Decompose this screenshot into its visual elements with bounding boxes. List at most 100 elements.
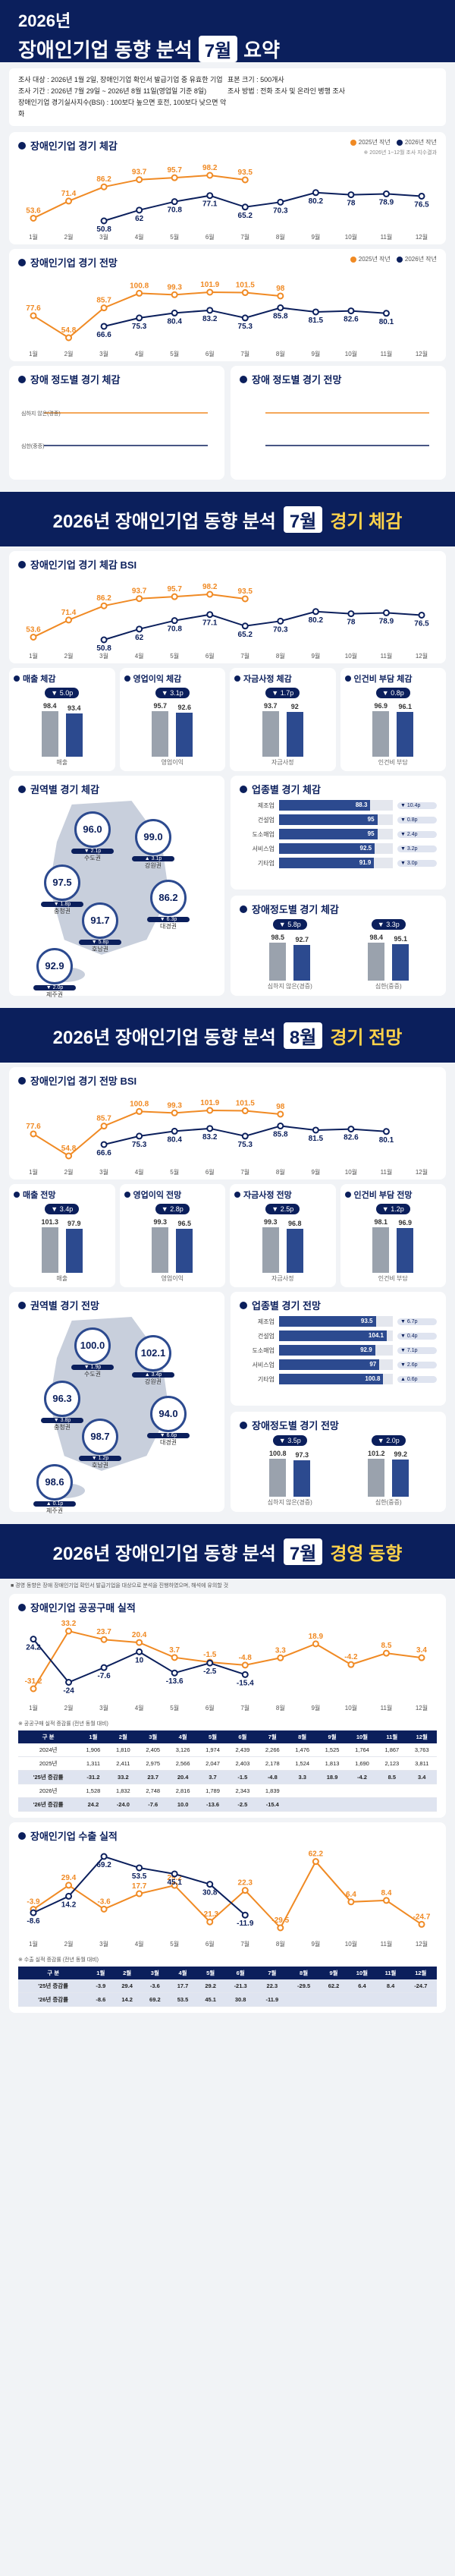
industry-label: 건설업 [257,816,275,824]
x-tick-label: 2월 [64,350,74,357]
table-cell: 1,524 [287,1756,318,1771]
month-badge: 7월 [198,36,238,62]
bullet-icon [18,1301,26,1309]
public-line-chart: 1월 2월 3월 4월 5월 6월 7월 8월 9월 10월 11월 12월 -31.2 33.2 23.7… [25,1620,428,1712]
region-value: 98.6 [36,1464,73,1501]
industry-bar: 91.9 [279,858,375,868]
x-tick-label: 3월 [99,1940,108,1948]
table-cell: -24.0 [108,1797,139,1812]
x-tick-label: 8월 [276,1940,285,1948]
bullet-icon [14,675,20,682]
data-point [277,1654,284,1661]
bar-value: 101.2 [367,1450,385,1457]
table-cell: 1,789 [197,1784,228,1798]
data-point [241,595,249,603]
cur-bar: 92.7 [293,936,311,981]
region-change: ▼ 1.9p [71,1365,114,1370]
industry-row: 건설업 104.1 ▼ 0.4p [240,1331,437,1341]
change-pill: ▼ 2.0p [371,1435,406,1446]
table-cell: 3.7 [197,1770,228,1784]
x-tick-label: 1월 [29,652,38,660]
table-row: '25년 증감률 -31.2 33.2 23.7 20.4 3.7 -1.5 -4.8 3.3 1… [18,1770,437,1784]
industry-row: 도소매업 92.9 ▼ 7.1p [240,1345,437,1356]
exp-region-grid: 권역별 경기 체감 96.0 ▼ 2.1p 수도권 99.0 ▲ 3.1p 강원권… [9,776,446,998]
data-point [136,206,143,214]
degree-exp-card: 장애 정도별 경기 체감 심하지 않은(경증) 심한(중증) [9,366,224,480]
cur-bar: 97.3 [293,1451,311,1497]
data-point [171,593,178,600]
bullet-icon [344,1192,351,1198]
bullet-icon [240,785,247,793]
data-point [382,1649,390,1657]
bullet-icon [18,560,26,568]
table-cell [377,1797,407,1812]
x-tick-label: 11월 [381,350,393,357]
x-tick-label: 10월 [345,652,357,660]
data-label: 18.9 [309,1633,324,1641]
korea-map: 96.0 ▼ 2.1p 수도권 99.0 ▲ 3.1p 강원권 97.5 ▼ 1.8… [18,796,215,998]
data-point [100,1636,108,1643]
data-point [136,1648,143,1655]
x-tick-label: 1월 [29,350,38,357]
data-point [382,1128,390,1135]
data-point [100,217,108,225]
prev-bar: 100.8 [269,1450,287,1497]
degree-bar-group: ▼ 3.5p 100.8 97.3 심하지 않은(경증) [268,1432,312,1507]
data-point [277,292,284,300]
table-cell: 1,813 [317,1756,347,1771]
data-point [241,1107,249,1115]
bullet-icon [18,375,26,383]
x-tick-label: 7월 [240,1168,249,1176]
data-label: 95.7 [167,166,182,175]
data-label: 85.7 [96,1115,111,1123]
x-tick-label: 7월 [240,1704,249,1712]
bar-value: 96.1 [398,702,413,710]
prev-bar: 98.1 [372,1218,390,1273]
industry-change: ▼ 2.6p [397,1361,437,1368]
table-cell: 1,906 [78,1743,108,1757]
column-header: 9월 [317,1730,347,1743]
cur-bar: 95.1 [392,935,410,981]
table-cell: 8.5 [377,1770,407,1784]
x-tick-label: 3월 [99,1168,108,1176]
data-label: 100.8 [130,1100,149,1108]
mini-bar-card: 매출 체감 ▼ 5.0p 98.4 93.4 매출 [9,668,115,771]
table-row: '26년 증감률 -8.6 14.2 69.2 53.5 45.1 30.8 -11.9 [18,1992,437,2007]
change-pill: ▼ 3.3p [371,919,406,930]
data-point [136,1890,143,1897]
table-cell: '25년 증감률 [18,1979,89,1993]
bar-value: 95.1 [394,934,408,943]
data-label: 50.8 [96,225,111,234]
table-cell [317,1797,347,1812]
change-pill: ▼ 3.4p [45,1204,80,1214]
data-label: 66.6 [96,1149,111,1157]
x-tick-label: 11월 [381,1940,393,1948]
data-label: 69.2 [96,1861,111,1869]
series-line [103,610,422,641]
series-line [33,1630,422,1690]
data-point [30,1636,37,1643]
x-tick-label: 4월 [135,1168,144,1176]
table-header: 구 분 1월 2월 3월 4월 5월 6월 7월 8월 9월 10월 11월 12월 [18,1730,437,1743]
x-tick-label: 5월 [170,350,179,357]
table-cell: 3,126 [168,1743,198,1757]
mini-caption: 영업이익 [161,759,184,766]
data-point [206,307,214,314]
table-cell: 8.4 [376,1979,405,1993]
mini-title: 영업이익 체감 [133,675,182,684]
column-header: 8월 [287,1730,318,1743]
degree-bar-group: ▼ 2.0p 101.2 99.2 심한(중증) [368,1432,410,1507]
data-label: 98.2 [202,164,218,172]
table-cell: 2025년 [18,1756,79,1771]
data-point [206,590,214,598]
table-cell: -31.2 [78,1770,108,1784]
x-tick-label: 12월 [416,652,428,660]
x-tick-label: 6월 [206,652,215,660]
data-point [347,191,355,199]
industry-bar: 95 [279,814,378,825]
table-cell: '26년 증감률 [18,1992,89,2007]
mini-caption: 인건비 부담 [378,1275,408,1282]
legend: 2025년 작년 2026년 작년 [350,138,437,146]
table-cell [287,1797,318,1812]
region-bubble: 96.0 ▼ 2.1p 수도권 [71,811,114,862]
